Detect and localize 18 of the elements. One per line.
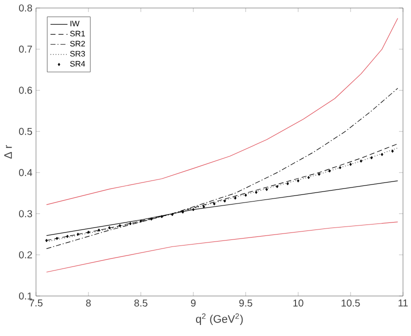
y-tick-label: 0.1 bbox=[19, 292, 32, 300]
y-tick-label: 0.6 bbox=[19, 86, 32, 94]
y-tick-label: 0.7 bbox=[19, 46, 32, 53]
x-tick-label: 8 bbox=[86, 300, 91, 307]
x-tick-label: 9 bbox=[190, 300, 196, 307]
x-tick-label: 11 bbox=[398, 300, 408, 306]
x-tick-label: 8.5 bbox=[134, 300, 148, 307]
x-axis-title: q$^{2}$ (GeV$^{2}$) bbox=[196, 313, 243, 325]
y-tick-label: 0.3 bbox=[19, 210, 32, 218]
y-tick-label: 0.2 bbox=[19, 251, 32, 258]
x-tick-label: 9.5 bbox=[239, 300, 252, 307]
y-axis-title: Δ r bbox=[4, 145, 12, 159]
x-tick-label: 7.5 bbox=[30, 300, 43, 306]
y-tick-label: 0.4 bbox=[19, 169, 32, 176]
x-tick-label: 10 bbox=[293, 300, 304, 307]
x-tick-label: 10.5 bbox=[342, 300, 360, 307]
y-tick-label: 0.8 bbox=[19, 4, 32, 12]
y-tick-label: 0.5 bbox=[19, 128, 32, 135]
